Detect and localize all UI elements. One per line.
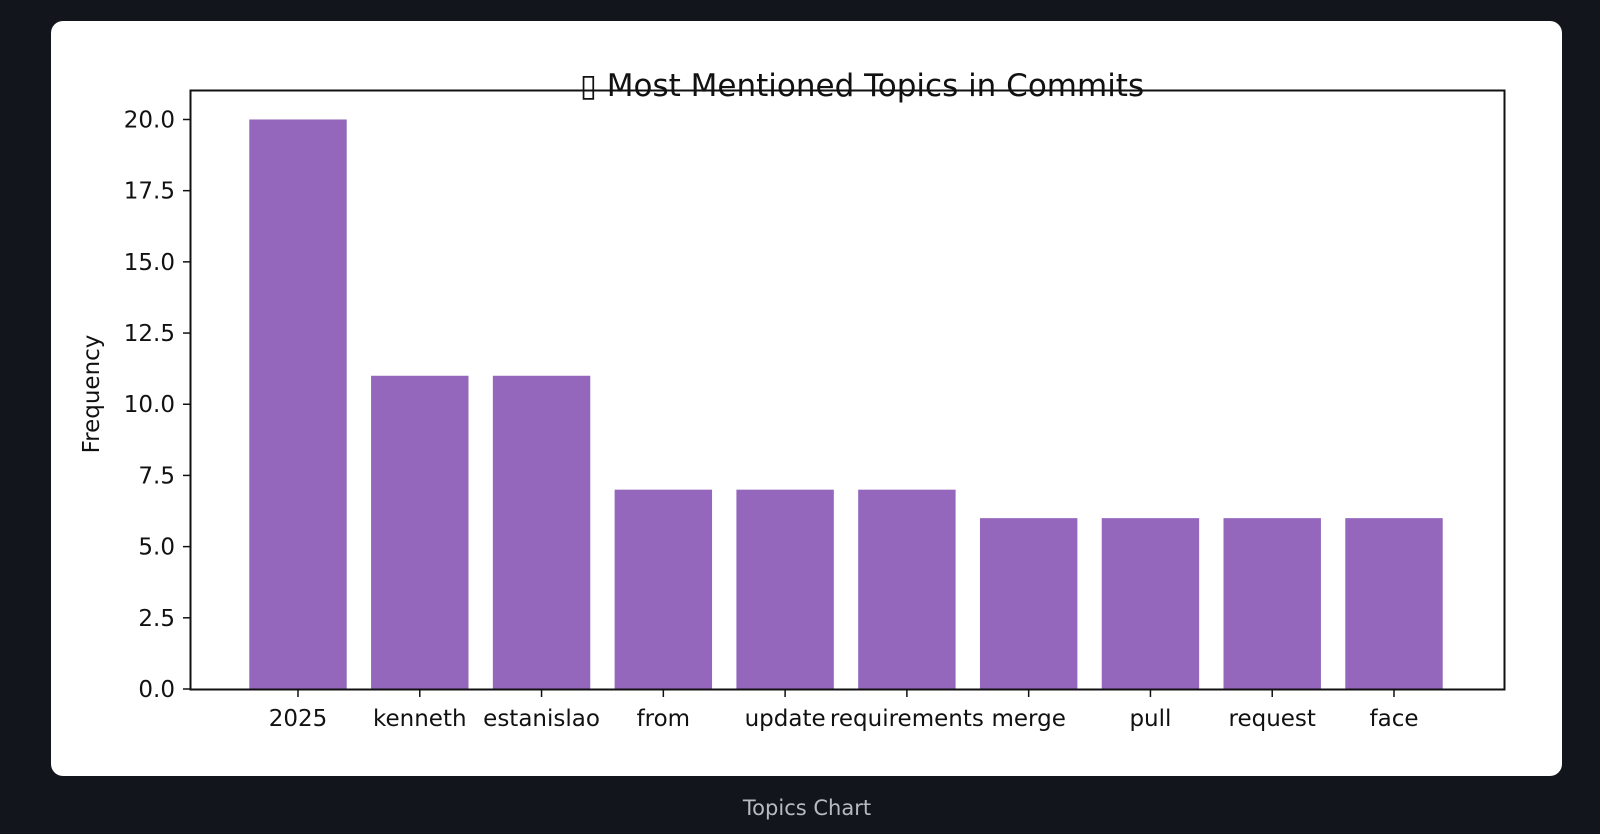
- y-axis-ticks: 0.0 2.5 5.0 7.5 10.0 12.5 15.0 17.5 20.0: [124, 107, 191, 703]
- bar-pull: [1101, 518, 1200, 689]
- bar-kenneth: [371, 375, 469, 689]
- bar-face: [1345, 518, 1443, 689]
- x-tick-label: requirements: [830, 706, 984, 732]
- bar-chart: ▯ Most Mentioned Topics in Commits 2025 k…: [79, 68, 1506, 732]
- chart-title: ▯ Most Mentioned Topics in Commits: [580, 68, 1144, 104]
- y-tick-label: 7.5: [138, 463, 175, 489]
- chart-caption: Topics Chart: [742, 796, 872, 820]
- y-tick-label: 12.5: [124, 321, 175, 347]
- bars-group: [249, 119, 1443, 689]
- y-tick-label: 5.0: [138, 535, 175, 561]
- chart-card: ▯ Most Mentioned Topics in Commits 2025 k…: [51, 21, 1562, 776]
- x-axis-ticks: 2025 kenneth estanislao from update requireme…: [269, 689, 1419, 732]
- bar-from: [614, 489, 713, 689]
- x-tick-label: estanislao: [483, 706, 600, 732]
- bar-update: [736, 489, 834, 689]
- bar-requirements: [858, 489, 956, 689]
- y-tick-label: 2.5: [138, 606, 175, 632]
- x-tick-label: pull: [1129, 706, 1171, 732]
- y-tick-label: 0.0: [138, 677, 175, 703]
- x-tick-label: kenneth: [373, 706, 467, 732]
- y-axis-label: Frequency: [79, 335, 105, 454]
- x-tick-label: 2025: [269, 706, 328, 732]
- x-tick-label: merge: [991, 706, 1065, 732]
- x-tick-label: face: [1370, 706, 1419, 732]
- x-tick-label: update: [745, 706, 826, 732]
- x-tick-label: request: [1229, 706, 1316, 732]
- bar-merge: [979, 518, 1078, 689]
- bar-estanislao: [492, 375, 591, 689]
- y-tick-label: 10.0: [124, 392, 175, 418]
- y-tick-label: 15.0: [124, 250, 175, 276]
- plot-frame: [189, 89, 1506, 691]
- bar-2025: [249, 119, 347, 689]
- y-tick-label: 17.5: [124, 179, 175, 205]
- bar-request: [1223, 518, 1321, 689]
- y-tick-label: 20.0: [124, 107, 175, 133]
- x-tick-label: from: [637, 706, 691, 732]
